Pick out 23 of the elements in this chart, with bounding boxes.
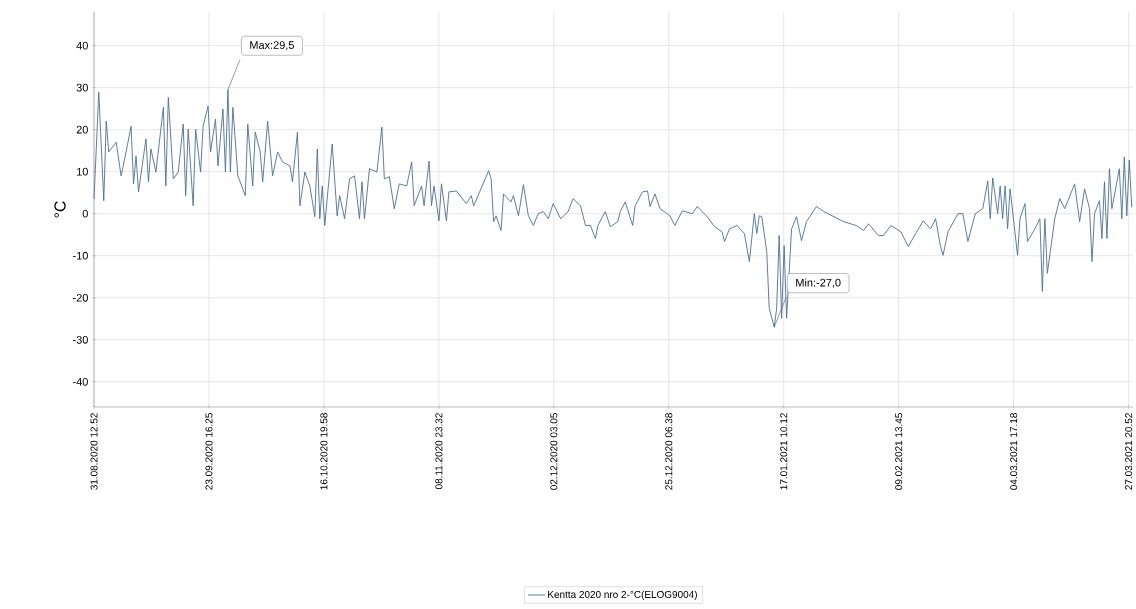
x-tick-label: 08.11.2020 23.32 <box>435 413 443 490</box>
y-tick-label: -10 <box>73 251 88 260</box>
y-tick-label: 20 <box>76 125 88 134</box>
y-tick-label: 0 <box>82 209 88 218</box>
x-tick-label: 02.12.2020 03.05 <box>550 413 558 490</box>
x-tick-label: 31.08.2020 12.52 <box>90 413 98 490</box>
x-tick-label: 04.03.2021 17.18 <box>1010 413 1018 490</box>
y-tick-label: 30 <box>76 83 88 92</box>
x-tick-label: 16.10.2020 19.58 <box>320 413 328 490</box>
y-tick-label: -20 <box>73 293 88 302</box>
legend-label: Kentta 2020 nro 2-°C(ELOG9004) <box>548 590 697 600</box>
y-axis-title: °C <box>54 201 66 218</box>
y-tick-label: -30 <box>73 335 88 344</box>
x-tick-label: 27.03.2021 20.52 <box>1125 413 1133 490</box>
x-tick-label: 23.09.2020 16.25 <box>205 413 213 490</box>
y-tick-label: -40 <box>73 377 88 386</box>
annotation: Max:29,5 <box>250 41 294 51</box>
annotation: Min:-27,0 <box>796 278 841 288</box>
x-tick-label: 25.12.2020 06.38 <box>665 413 673 490</box>
y-tick-label: 40 <box>76 41 88 50</box>
x-tick-label: 17.01.2021 10.12 <box>780 413 788 490</box>
y-tick-label: 10 <box>76 167 88 176</box>
x-tick-label: 09.02.2021 13.45 <box>895 413 903 490</box>
